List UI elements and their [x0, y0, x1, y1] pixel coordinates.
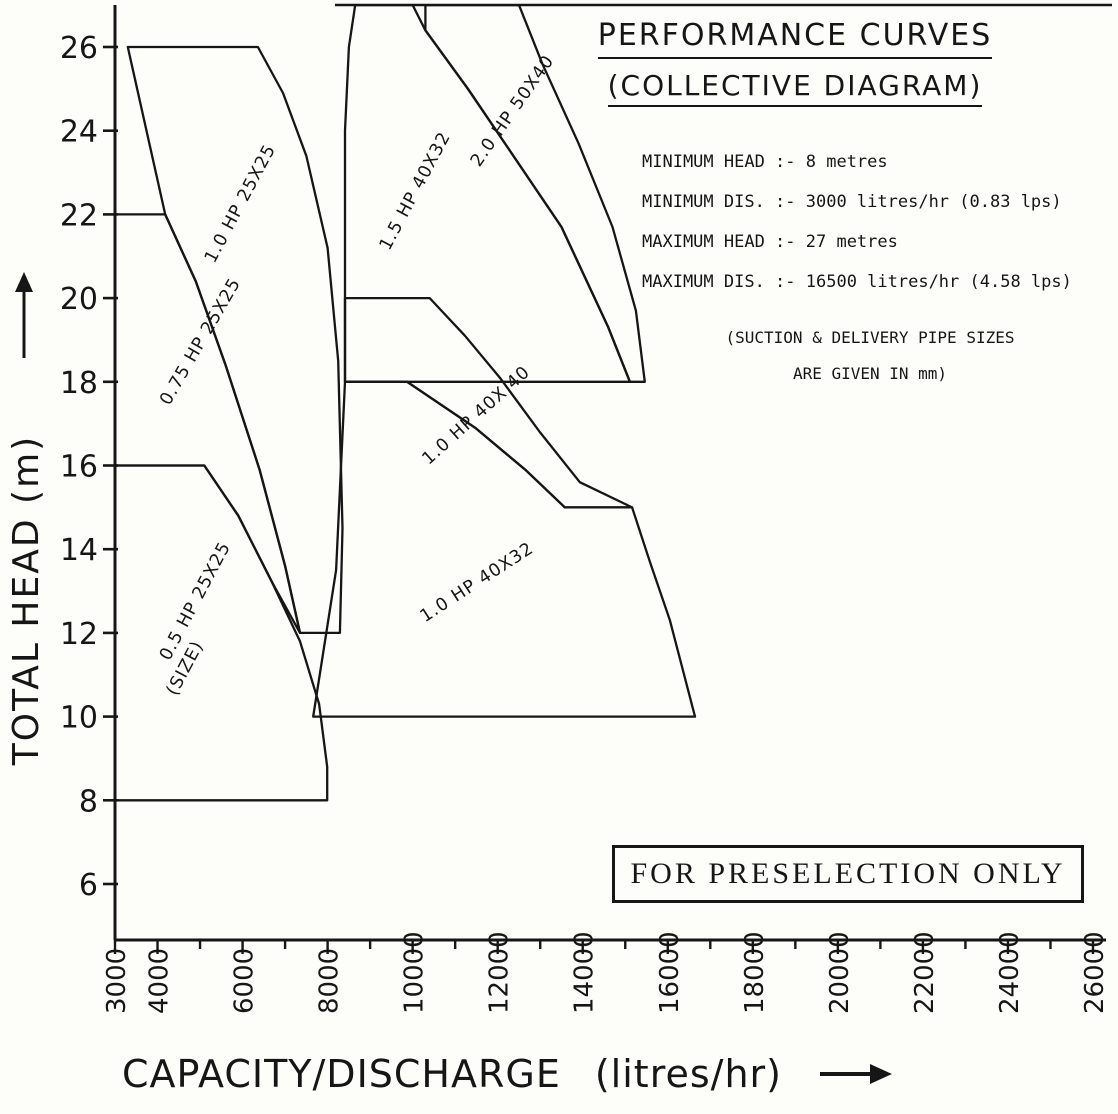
pipe-sizes-note: (SUCTION & DELIVERY PIPE SIZES ARE GIVEN… [650, 320, 1090, 392]
y-tick-label: 16 [60, 450, 98, 485]
x-tick-label: 14000 [570, 931, 600, 1014]
chart-title-block: PERFORMANCE CURVES (COLLECTIVE DIAGRAM) [540, 18, 1050, 107]
region-outline-0 [113, 464, 329, 802]
region-label-6: 1.0 HP 40X 40 [419, 362, 535, 469]
note-maximum-discharge: MAXIMUM DIS. :- 16500 litres/hr (4.58 lp… [642, 272, 1072, 292]
region-label-0: 1.0 HP 25X25 [201, 141, 280, 266]
y-tick-label: 8 [79, 784, 98, 819]
note-minimum-head: MINIMUM HEAD :- 8 metres [642, 152, 888, 172]
y-tick-label: 12 [60, 617, 98, 652]
x-axis-arrow-icon [820, 1064, 892, 1084]
y-tick-label: 26 [60, 31, 98, 66]
x-tick-label: 12000 [485, 931, 515, 1014]
y-tick-label: 14 [60, 533, 98, 568]
chart-title-line1: PERFORMANCE CURVES [597, 18, 993, 59]
x-tick-label: 3000 [102, 948, 132, 1014]
x-tick-label: 24000 [995, 931, 1025, 1014]
chart-title-line2: (COLLECTIVE DIAGRAM) [607, 69, 983, 107]
y-axis-arrow-icon [15, 272, 33, 358]
x-tick-label: 10000 [400, 931, 430, 1014]
limits-notes-block: MINIMUM HEAD :- 8 metres MINIMUM DIS. :-… [642, 142, 1072, 302]
pipe-note-line2: ARE GIVEN IN mm) [792, 364, 948, 383]
preselection-only-label: FOR PRESELECTION ONLY [630, 857, 1066, 890]
x-tick-label: 4000 [145, 948, 175, 1014]
region-label-7: 1.0 HP 40X32 [417, 539, 538, 627]
x-tick-label: 8000 [315, 948, 345, 1014]
y-tick-label: 22 [60, 198, 98, 233]
x-tick-label: 16000 [655, 931, 685, 1014]
region-outline-6 [312, 380, 697, 718]
y-tick-label: 18 [60, 366, 98, 401]
y-axis-title: TOTAL HEAD (m) [6, 434, 47, 766]
y-tick-label: 20 [60, 282, 98, 317]
y-tick-label: 24 [60, 115, 98, 150]
x-tick-label: 18000 [740, 931, 770, 1014]
region-outline-4 [424, 3, 646, 383]
region-label-4: 1.5 HP 40X32 [376, 129, 455, 254]
preselection-only-box: FOR PRESELECTION ONLY [612, 845, 1084, 903]
x-tick-label: 26000 [1080, 931, 1110, 1014]
y-tick-label: 10 [60, 701, 98, 736]
note-maximum-head: MAXIMUM HEAD :- 27 metres [642, 232, 898, 252]
x-axis-title: CAPACITY/DISCHARGE (litres/hr) [122, 1052, 892, 1096]
x-tick-label: 22000 [910, 931, 940, 1014]
x-tick-label: 20000 [825, 931, 855, 1014]
x-axis-title-main: CAPACITY/DISCHARGE [122, 1052, 561, 1096]
note-minimum-discharge: MINIMUM DIS. :- 3000 litres/hr (0.83 lps… [642, 192, 1062, 212]
pipe-note-line1: (SUCTION & DELIVERY PIPE SIZES [725, 328, 1015, 347]
region-outline-2 [126, 45, 344, 635]
x-tick-label: 6000 [230, 948, 260, 1014]
y-tick-label: 6 [79, 868, 98, 903]
x-axis-title-unit: (litres/hr) [594, 1052, 782, 1096]
